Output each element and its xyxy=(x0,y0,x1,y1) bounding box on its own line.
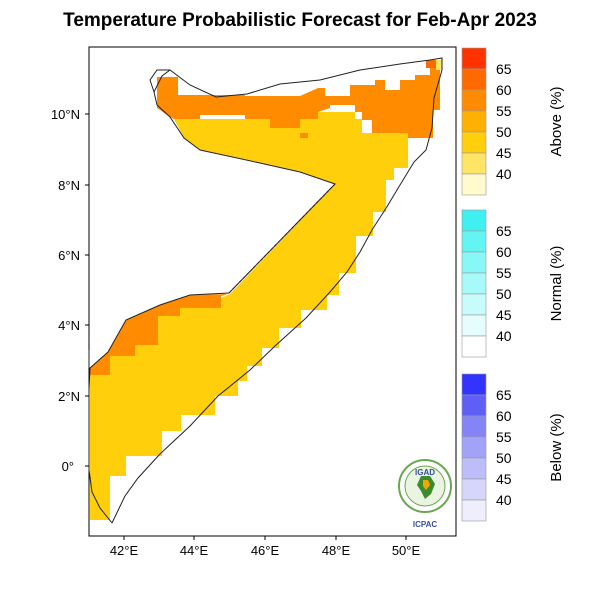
legend-tick-label: 65 xyxy=(496,223,512,239)
legend-tick-label: 60 xyxy=(496,244,512,260)
legend-title: Above (%) xyxy=(548,86,565,156)
x-tick-label: 48°E xyxy=(322,543,351,558)
legend-swatch xyxy=(461,394,487,417)
logo-top-text: IGAD xyxy=(415,468,435,477)
legend-title: Below (%) xyxy=(548,413,565,481)
x-tick-label: 44°E xyxy=(180,543,209,558)
legend-tick-label: 60 xyxy=(496,82,512,98)
legend-swatch xyxy=(461,272,487,295)
y-tick-label: 2°N xyxy=(58,389,80,404)
legend-tick-label: 50 xyxy=(496,124,512,140)
legend-swatch xyxy=(461,373,487,396)
legend-tick-label: 55 xyxy=(496,103,512,119)
legend-below: 65 60 55 50 45 40 Below (%) xyxy=(461,373,565,522)
forecast-shading xyxy=(90,60,442,520)
icpac-logo: IGAD ICPAC xyxy=(397,458,453,529)
legend-swatch xyxy=(461,230,487,253)
legend-swatch xyxy=(461,173,487,196)
y-tick-label: 0° xyxy=(62,459,74,474)
legend-swatch xyxy=(461,415,487,438)
legend-swatch xyxy=(461,436,487,459)
logo-bottom-text: ICPAC xyxy=(412,520,438,529)
x-tick-label: 42°E xyxy=(110,543,139,558)
legend-swatch xyxy=(461,152,487,175)
x-axis xyxy=(123,536,407,540)
legend-tick-label: 45 xyxy=(496,307,512,323)
legend-swatch xyxy=(461,89,487,112)
page-title: Temperature Probabilistic Forecast for F… xyxy=(63,10,537,31)
y-tick-label: 4°N xyxy=(58,318,80,333)
djibouti-border xyxy=(149,69,170,93)
legend-swatch xyxy=(461,314,487,337)
legend-swatch xyxy=(461,293,487,316)
x-tick-label: 46°E xyxy=(251,543,280,558)
legend-swatch xyxy=(461,68,487,91)
legend-normal: 65 60 55 50 45 40 Normal (%) xyxy=(461,209,565,358)
legend-tick-label: 50 xyxy=(496,450,512,466)
region-above-65 xyxy=(426,60,436,68)
somalia-coastline xyxy=(88,57,443,524)
y-tick-label: 8°N xyxy=(58,178,80,193)
legend-tick-label: 40 xyxy=(496,328,512,344)
legend-swatch xyxy=(461,499,487,522)
country-borders xyxy=(88,57,443,524)
legend-swatch xyxy=(461,251,487,274)
legend-swatch xyxy=(461,131,487,154)
igad-emblem-icon xyxy=(398,459,452,513)
legend-swatch xyxy=(461,110,487,133)
region-above-45 xyxy=(90,112,408,520)
legend-title: Normal (%) xyxy=(548,246,565,322)
legend-tick-label: 40 xyxy=(496,166,512,182)
legend-tick-label: 55 xyxy=(496,265,512,281)
legend-swatch xyxy=(461,335,487,358)
legend-above: 65 60 55 50 45 40 Above (%) xyxy=(461,47,565,196)
internal-boundary xyxy=(228,183,336,294)
legend-tick-label: 40 xyxy=(496,492,512,508)
legend-swatch xyxy=(461,457,487,480)
legend-swatch xyxy=(461,209,487,232)
region-above-55-north xyxy=(157,60,440,138)
region-above-50-tip xyxy=(436,60,442,70)
y-tick-label: 10°N xyxy=(51,107,80,122)
legend-tick-label: 60 xyxy=(496,408,512,424)
y-tick-label: 6°N xyxy=(58,248,80,263)
legend-tick-label: 65 xyxy=(496,387,512,403)
x-tick-label: 50°E xyxy=(392,543,421,558)
legend-tick-label: 50 xyxy=(496,286,512,302)
legend-swatch xyxy=(461,47,487,70)
legend-tick-label: 45 xyxy=(496,471,512,487)
y-axis xyxy=(85,113,89,467)
legend-tick-label: 45 xyxy=(496,145,512,161)
legend-swatch xyxy=(461,478,487,501)
legend-tick-label: 65 xyxy=(496,61,512,77)
region-above-55-southwest xyxy=(90,294,228,375)
legend-tick-label: 55 xyxy=(496,429,512,445)
